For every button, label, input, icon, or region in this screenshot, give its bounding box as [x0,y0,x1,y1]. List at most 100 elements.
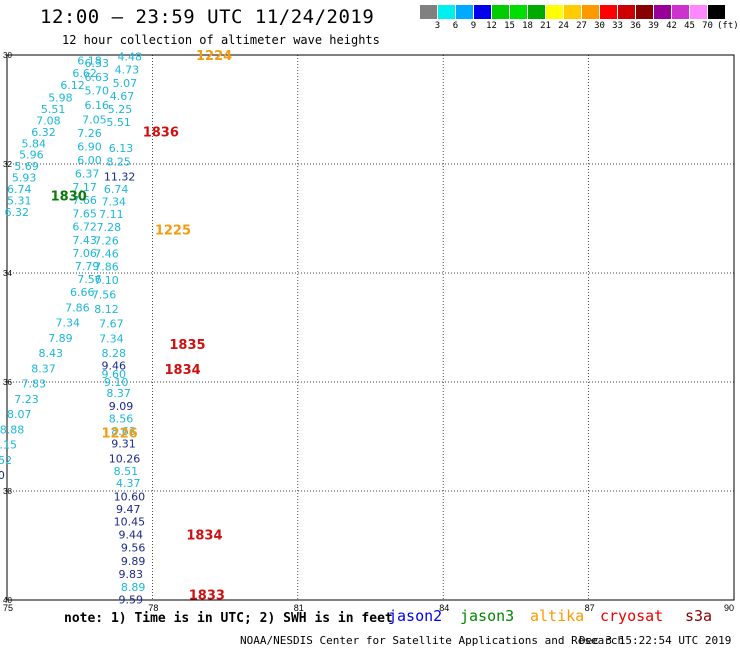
lon-label: 90 [724,603,734,613]
wave-height-value: 6.18 [77,54,102,67]
wave-height-value: 7.06 [72,247,97,260]
wave-height-value: 7.86 [94,260,119,273]
wave-height-value: 4.48 [118,51,143,64]
satellite-altika: altika [530,607,585,625]
wave-height-value: 9.59 [118,593,142,606]
wave-height-value: 7.05 [82,113,107,126]
legend-label: 21 [540,21,551,31]
lon-label: 84 [439,603,449,613]
lat-label: 32 [3,160,12,169]
legend-swatch [618,5,635,19]
legend-label: 24 [558,21,569,31]
pass-time-label: 1836 [143,125,179,140]
legend-label: 42 [666,21,677,31]
legend-swatch [690,5,707,19]
wave-height-value: 5.51 [41,103,66,116]
credit-line: NOAA/NESDIS Center for Satellite Applica… [240,634,625,647]
legend-label: 36 [630,21,641,31]
wave-height-value: 7.10 [94,274,119,287]
wave-height-value: 6.33 [85,57,110,70]
pass-time-label: 1830 [51,190,87,205]
wave-height-value: 7.34 [55,317,80,330]
lon-label: 87 [585,603,595,613]
legend-swatch [420,5,437,19]
wave-height-value: 7.34 [99,332,124,345]
wave-height-value: 7.08 [36,114,61,127]
wave-height-value: 6.13 [109,142,134,155]
wave-height-value: 6.32 [31,126,56,139]
legend-label: 39 [648,21,659,31]
wave-height-value: 7.43 [72,234,97,247]
legend-swatch [528,5,545,19]
wave-height-value: 6.74 [7,183,32,196]
legend-label: 6 [452,21,459,31]
wave-height-value: 8.15 [0,439,17,452]
legend-swatch [546,5,563,19]
wave-height-value: 6.32 [5,206,30,219]
wave-height-value: 9.40 [0,469,5,482]
wave-height-value: 8.52 [0,454,12,467]
legend-swatch [600,5,617,19]
wave-height-value: 10.26 [109,452,141,465]
page-title: 12:00 — 23:59 UTC 11/24/2019 [40,6,375,28]
legend-swatch [510,5,527,19]
wave-height-value: 6.00 [77,154,102,167]
wave-height-value: 4.37 [116,477,141,490]
pass-time-label: 1835 [169,338,205,353]
lat-label: 40 [3,596,12,605]
legend-label: 18 [522,21,533,31]
wave-height-value: 5.25 [108,103,133,116]
lat-label: 36 [3,378,12,387]
lon-label: 78 [148,603,158,613]
wave-height-value: 6.74 [104,183,129,196]
wave-height-value: 6.72 [72,221,97,234]
legend-label: 70 [702,21,713,31]
wave-height-value: 5.51 [106,116,130,129]
legend-swatch [672,5,689,19]
wave-height-value: 7.26 [94,234,119,247]
wave-height-value: 7.56 [77,273,102,286]
map-grid [7,55,734,600]
wave-height-value: 7.26 [77,127,102,140]
wave-height-value: 8.89 [121,581,146,594]
pass-time-label: 1226 [102,427,138,442]
legend-label: 30 [594,21,605,31]
wave-height-value: 6.37 [75,167,100,180]
wave-height-value: 9.60 [102,368,127,381]
legend-swatch [708,5,725,19]
wave-height-value: 8.88 [0,423,24,436]
satellite-jason3: jason3 [460,607,515,625]
legend-label: 12 [486,21,497,31]
wave-height-value: 5.98 [48,92,73,105]
legend-label: 45 [684,21,695,31]
wave-height-value: 7.46 [94,247,119,260]
wave-height-value: 6.12 [60,79,85,92]
wave-height-value: 8.56 [109,413,134,426]
units-note: note: 1) Time is in UTC; 2) SWH is in fe… [64,611,393,626]
wave-height-value: 10.60 [114,490,146,503]
generated-timestamp: Dec 3 15:22:54 UTC 2019 [579,634,732,647]
wave-height-value: 8.37 [106,387,130,400]
lat-label: 30 [3,51,12,60]
legend-label: 15 [504,21,515,31]
wave-height-value: 7.67 [99,318,124,331]
wave-height-value: 9.83 [118,568,142,581]
wave-height-value: 8.28 [102,347,127,360]
wave-height-value: 9.10 [104,376,129,389]
wave-height-value: 9.31 [111,438,136,451]
wave-height-value: 7.11 [99,208,124,221]
wave-height-value: 5.84 [22,137,47,150]
wave-height-value: 4.73 [115,64,140,77]
legend-label: 33 [612,21,623,31]
pass-time-label: 1834 [186,529,222,544]
legend-swatch [564,5,581,19]
wave-height-value: 8.25 [106,155,130,168]
legend-swatch [582,5,599,19]
pass-time-label: 1833 [189,589,225,604]
pass-time-label: 1834 [165,363,201,378]
wave-height-value: 5.93 [12,172,36,185]
legend-label: 3 [434,21,441,31]
wave-height-value: 7.34 [102,196,127,209]
legend-swatch [438,5,455,19]
